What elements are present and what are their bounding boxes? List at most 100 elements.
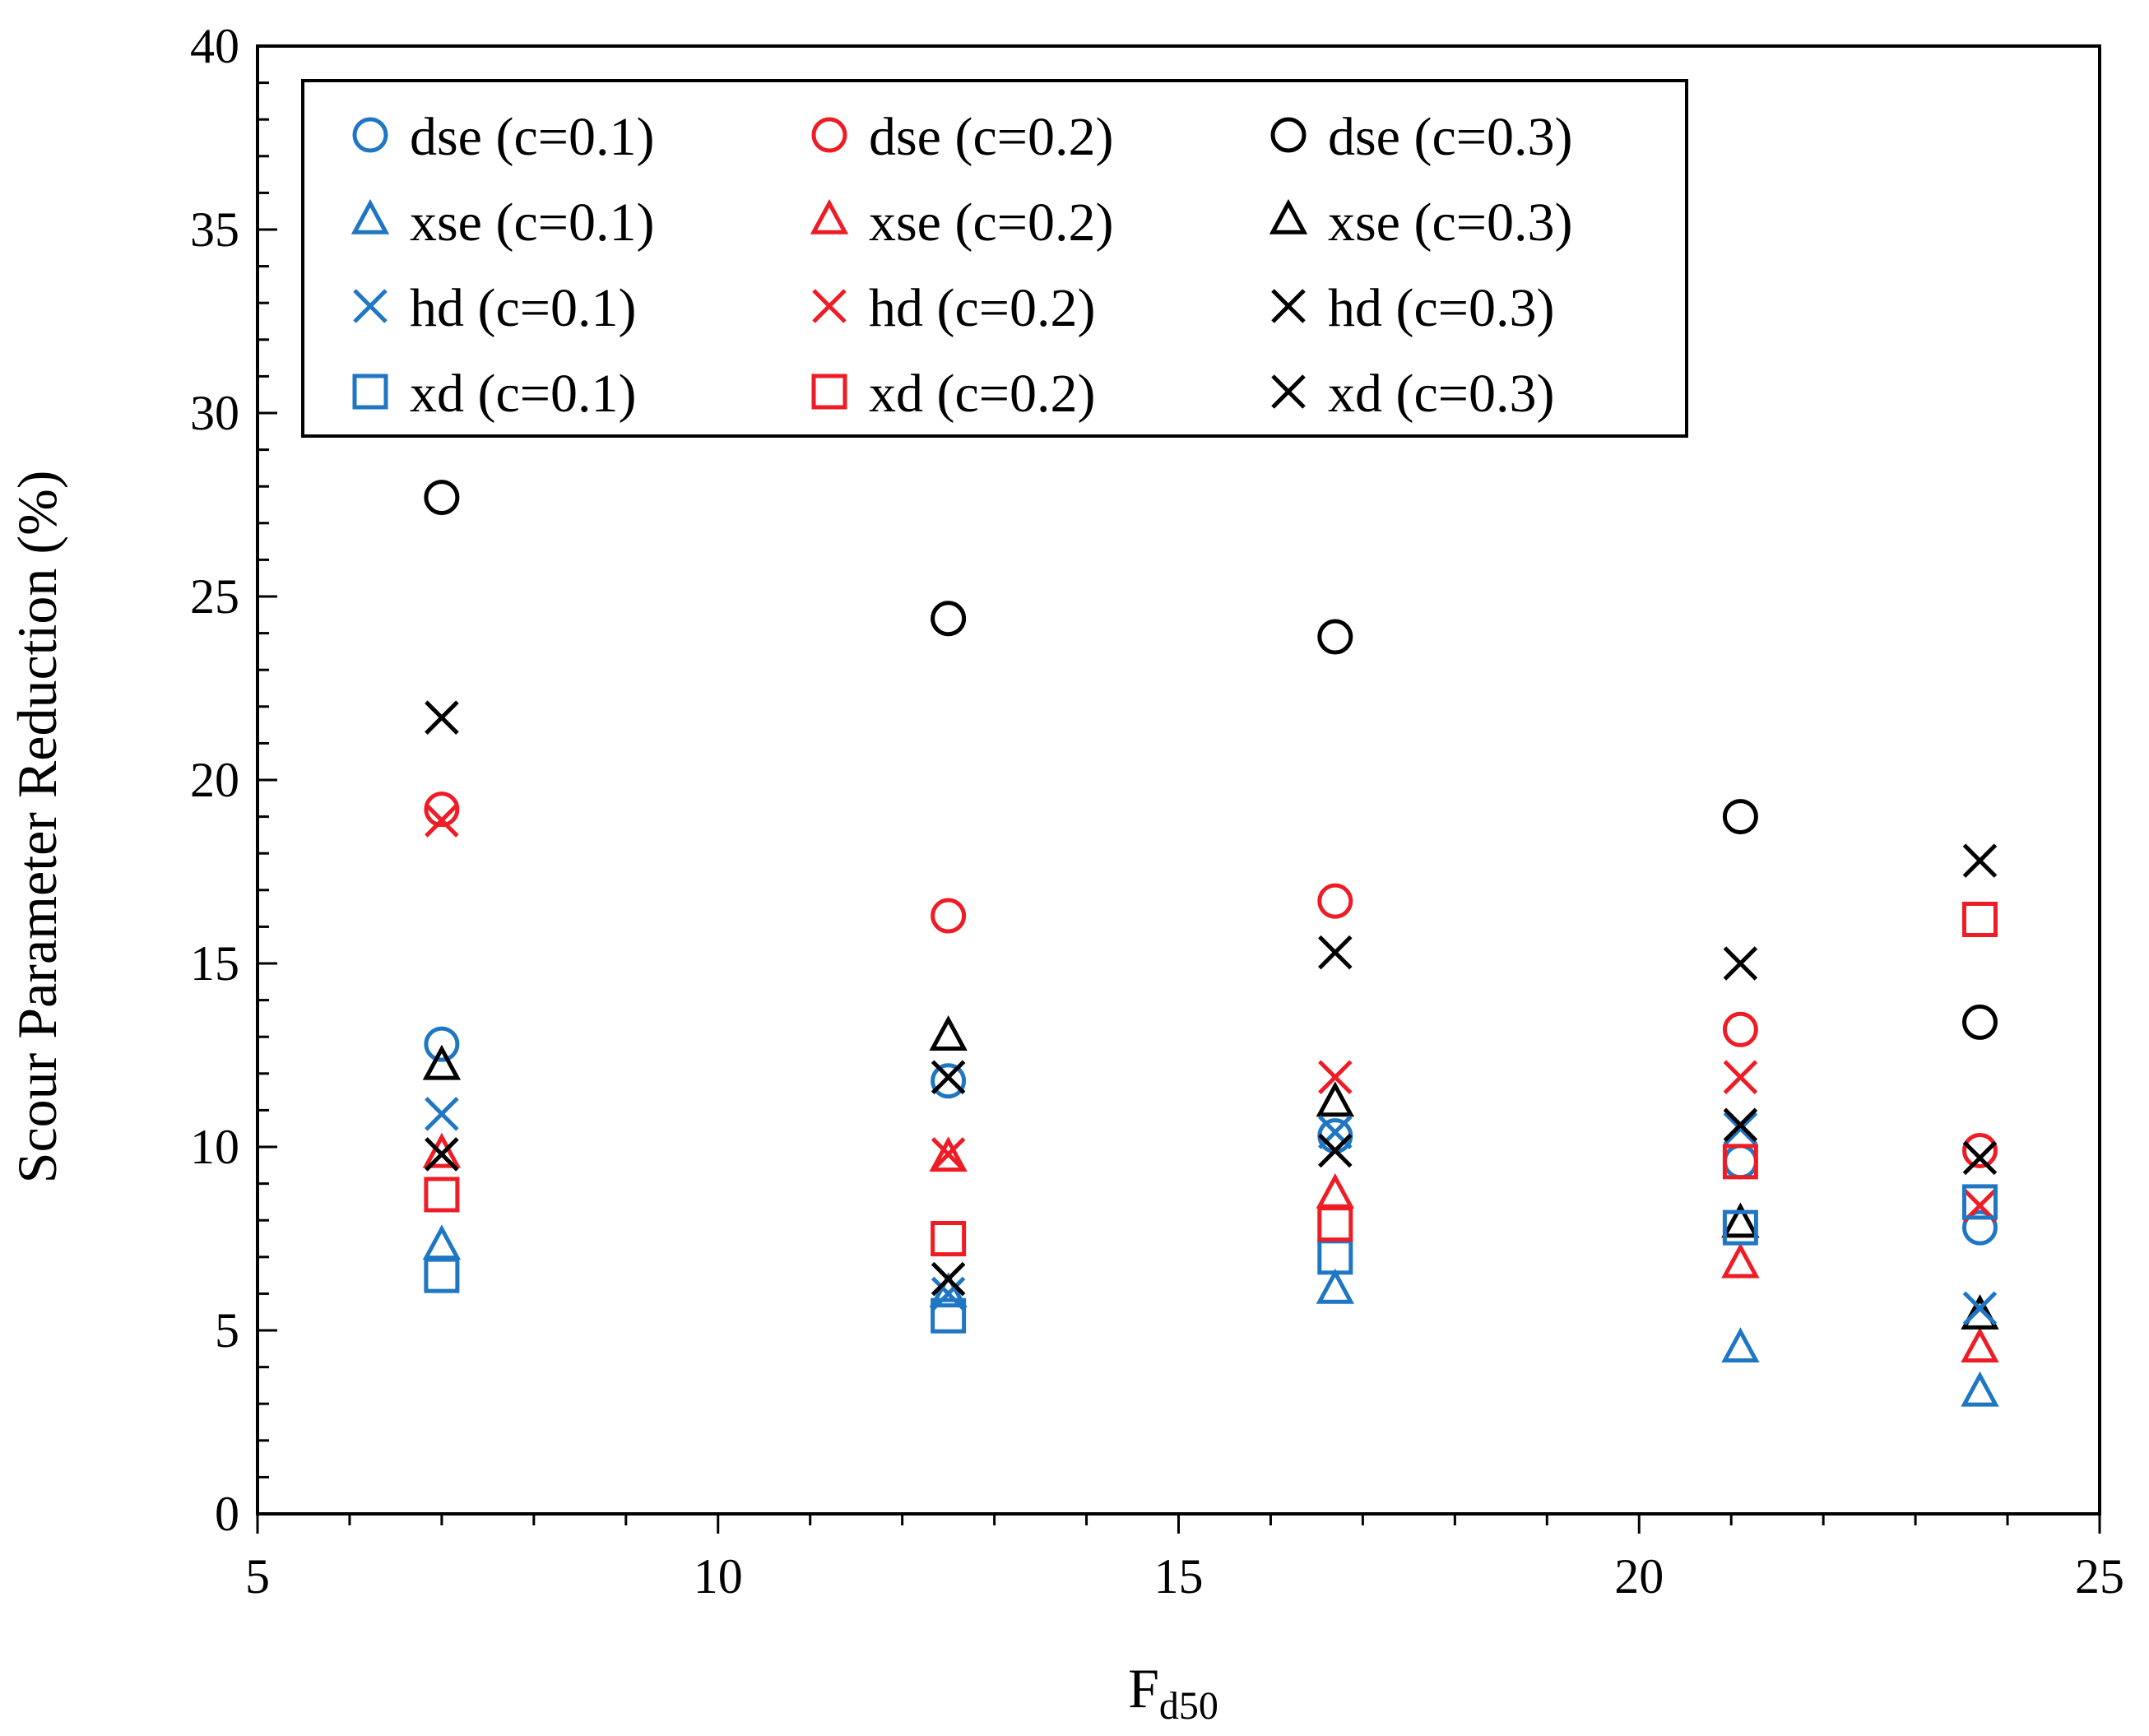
x-tick-label: 25 <box>2075 1549 2124 1604</box>
data-point <box>931 1060 966 1095</box>
data-point <box>931 1063 967 1099</box>
series-dse-c-0-3 <box>424 480 1998 1040</box>
data-point <box>1317 883 1353 919</box>
data-point <box>931 1137 966 1172</box>
legend-entry: xd (c=0.3) <box>1271 364 1554 424</box>
series-xse-c-0-2 <box>422 1132 1999 1363</box>
data-point <box>1723 1060 1758 1095</box>
series-dse-c-0-2 <box>424 791 1998 1168</box>
legend-entry: hd (c=0.1) <box>353 278 636 338</box>
series-dse-c-0-1 <box>424 1026 1998 1246</box>
legend-entry: xd (c=0.1) <box>352 364 636 424</box>
data-point <box>424 480 460 516</box>
data-point <box>929 1015 968 1051</box>
legend-label: xse (c=0.3) <box>1328 193 1572 253</box>
series-xse-c-0-1 <box>422 1224 1999 1407</box>
data-point <box>929 1272 968 1308</box>
legend-label: dse (c=0.1) <box>410 107 654 167</box>
data-point <box>1722 1144 1758 1180</box>
legend-entry: xd (c=0.2) <box>811 364 1095 424</box>
data-point <box>422 1044 462 1080</box>
data-point <box>1962 843 1998 878</box>
legend-label: xd (c=0.3) <box>1328 364 1554 424</box>
data-point <box>1961 1132 1998 1168</box>
y-tick-label: 30 <box>190 386 239 440</box>
y-tick-label: 20 <box>190 753 239 807</box>
data-point <box>1722 799 1758 835</box>
x-tick-label: 20 <box>1614 1549 1664 1604</box>
legend-entry: xse (c=0.2) <box>810 193 1113 253</box>
legend-label: dse (c=0.3) <box>1328 107 1572 167</box>
data-point <box>1722 1144 1758 1180</box>
data-point <box>931 1261 966 1297</box>
data-point <box>1962 1140 1998 1176</box>
series-xd-c-0-1 <box>424 1184 1998 1334</box>
data-point <box>1721 1202 1760 1238</box>
y-tick-label: 35 <box>190 202 239 257</box>
y-tick-label: 10 <box>190 1120 239 1174</box>
x-axis-title: Fd50 <box>1128 1657 1218 1728</box>
data-point <box>929 1136 968 1172</box>
legend-marker <box>810 198 849 234</box>
data-point <box>1722 1011 1758 1047</box>
legend-marker <box>812 289 847 323</box>
data-point <box>931 601 967 637</box>
data-point <box>1316 1081 1355 1117</box>
legend-marker <box>811 374 847 410</box>
series-hd-c-0-3 <box>425 700 1998 1095</box>
x-axis-title-subscript: d50 <box>1159 1684 1218 1728</box>
series-xse-c-0-3 <box>422 1015 1999 1330</box>
data-point <box>1723 946 1758 981</box>
y-tick-label: 0 <box>215 1487 239 1541</box>
legend-label: hd (c=0.1) <box>410 278 636 338</box>
data-point <box>422 1132 462 1168</box>
data-point <box>425 700 459 735</box>
data-point <box>1961 1371 1999 1407</box>
y-tick-label: 25 <box>190 569 239 624</box>
legend: dse (c=0.1) dse (c=0.2) dse (c=0.3) xse (c=… <box>301 79 1688 438</box>
y-tick-label: 5 <box>215 1303 239 1358</box>
series-xd-c-0-3 <box>425 1107 1998 1297</box>
legend-label: dse (c=0.2) <box>869 107 1113 167</box>
data-point <box>931 1276 966 1311</box>
data-point <box>1318 1060 1353 1095</box>
data-point <box>422 1224 462 1260</box>
data-point <box>1317 619 1353 655</box>
legend-entry: dse (c=0.3) <box>1270 107 1572 167</box>
data-points <box>422 480 1999 1407</box>
legend-marker <box>1271 374 1306 409</box>
legend-entry: dse (c=0.2) <box>811 107 1113 167</box>
data-point <box>931 1297 967 1334</box>
y-tick-label: 15 <box>190 936 239 991</box>
legend-entry: hd (c=0.3) <box>1271 278 1554 338</box>
legend-box <box>301 79 1688 438</box>
y-tick-label: 40 <box>190 19 239 73</box>
legend-marker <box>350 198 390 234</box>
data-point <box>1722 1209 1758 1246</box>
data-point <box>1962 1291 1998 1326</box>
legend-label: hd (c=0.2) <box>869 278 1095 338</box>
data-point <box>1961 901 1998 937</box>
x-axis-title-main: F <box>1128 1657 1159 1720</box>
data-point <box>1721 1327 1760 1363</box>
legend-marker <box>352 117 388 153</box>
x-tick-label: 5 <box>245 1549 270 1604</box>
series-hd-c-0-1 <box>425 1097 1998 1326</box>
data-point <box>424 1177 460 1213</box>
data-point <box>425 803 459 838</box>
legend-marker <box>1270 117 1307 153</box>
legend-marker <box>353 289 388 323</box>
data-point <box>1961 1209 1998 1246</box>
legend-marker <box>1269 198 1308 234</box>
y-axis-title: Scour Parameter Reduction (%) <box>6 471 68 1184</box>
data-point <box>1317 1206 1353 1242</box>
legend-entry: xse (c=0.1) <box>350 193 654 253</box>
legend-label: hd (c=0.3) <box>1328 278 1554 338</box>
legend-label: xd (c=0.2) <box>869 364 1095 424</box>
data-point <box>425 1137 459 1172</box>
data-point <box>1316 1172 1355 1209</box>
series-xd-c-0-2 <box>424 901 1998 1256</box>
legend-marker <box>1271 289 1306 323</box>
